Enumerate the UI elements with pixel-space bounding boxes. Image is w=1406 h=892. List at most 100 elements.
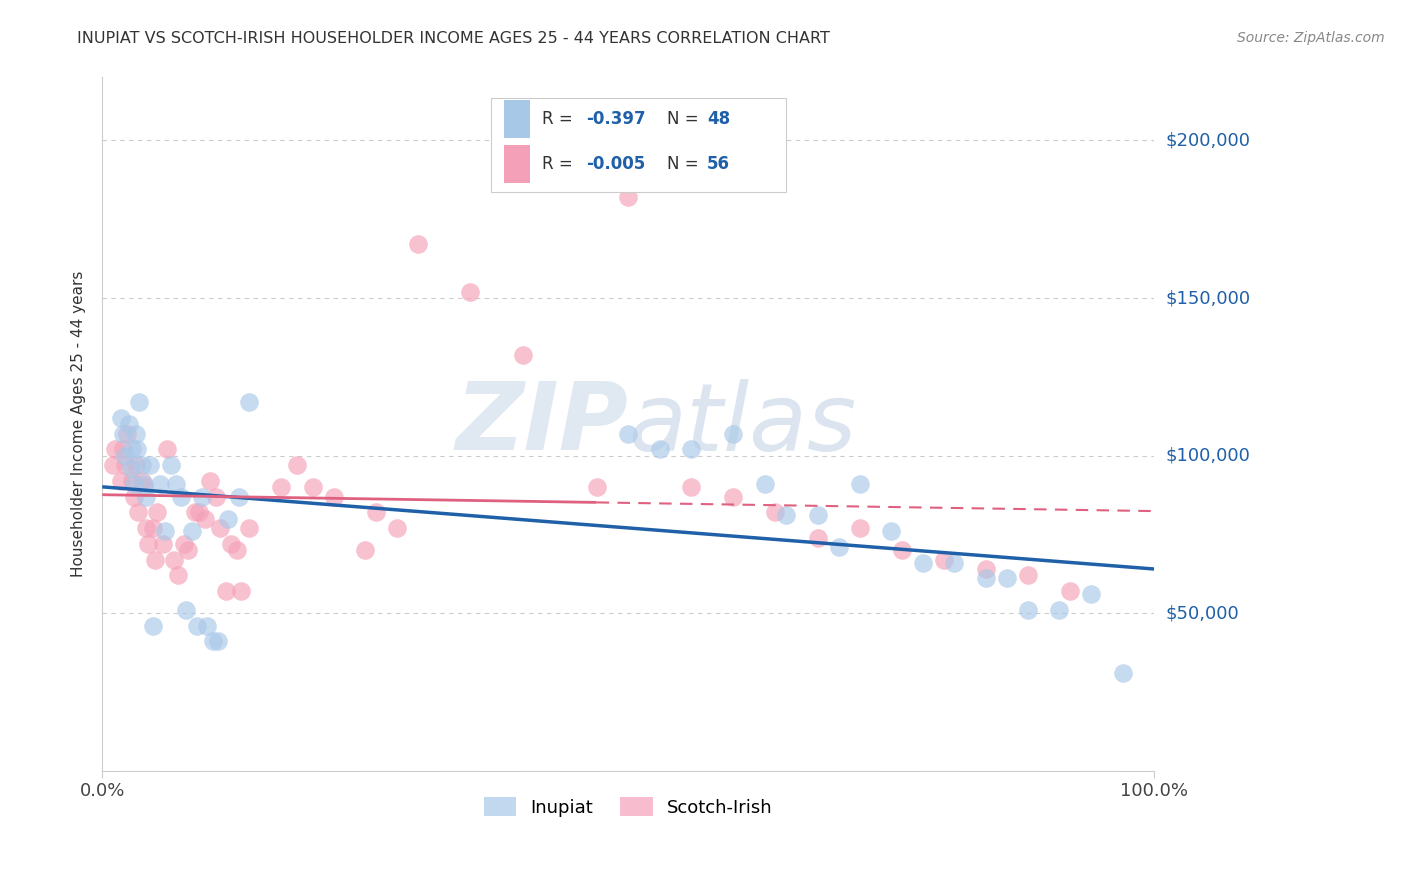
Point [177, 543, 200, 558]
Point [229, 584, 252, 599]
Point [723, 426, 745, 441]
Point [191, 490, 214, 504]
Point [617, 426, 640, 441]
Point [880, 524, 903, 539]
Point [1080, 587, 1102, 601]
Point [142, 619, 165, 633]
Point [512, 348, 534, 362]
Text: N =: N = [666, 110, 704, 128]
Point [155, 524, 177, 539]
Point [180, 524, 202, 539]
Point [110, 410, 132, 425]
Point [125, 458, 148, 472]
Point [681, 442, 703, 457]
Point [617, 190, 640, 204]
Point [364, 505, 387, 519]
Point [827, 540, 849, 554]
Point [138, 458, 160, 472]
Point [1017, 568, 1039, 582]
Point [806, 508, 828, 523]
Point [995, 572, 1018, 586]
Point [112, 426, 135, 441]
Point [754, 477, 776, 491]
Point [219, 537, 242, 551]
Point [122, 477, 145, 491]
Text: R =: R = [541, 155, 578, 173]
Point [723, 490, 745, 504]
Point [460, 285, 482, 299]
Text: INUPIAT VS SCOTCH-IRISH HOUSEHOLDER INCOME AGES 25 - 44 YEARS CORRELATION CHART: INUPIAT VS SCOTCH-IRISH HOUSEHOLDER INCO… [77, 31, 830, 46]
Point [120, 461, 142, 475]
Point [186, 619, 208, 633]
Point [112, 442, 135, 457]
Point [117, 426, 139, 441]
Point [125, 426, 148, 441]
Y-axis label: Householder Income Ages 25 - 44 years: Householder Income Ages 25 - 44 years [72, 271, 86, 577]
Point [806, 531, 828, 545]
Point [208, 521, 231, 535]
Text: -0.397: -0.397 [586, 110, 645, 128]
Point [165, 477, 187, 491]
Point [974, 572, 997, 586]
Point [217, 511, 239, 525]
Point [301, 480, 323, 494]
Text: $100,000: $100,000 [1166, 447, 1250, 465]
Point [159, 458, 181, 472]
Point [932, 552, 955, 566]
Point [1017, 603, 1039, 617]
Text: $50,000: $50,000 [1166, 604, 1239, 622]
Text: ZIP: ZIP [456, 378, 628, 470]
Point [765, 505, 787, 519]
Point [143, 552, 166, 566]
Point [1049, 603, 1071, 617]
Point [173, 537, 195, 551]
Point [125, 442, 148, 457]
Point [170, 490, 193, 504]
Point [131, 474, 153, 488]
Point [1059, 584, 1081, 599]
Point [121, 474, 143, 488]
Point [134, 477, 156, 491]
Point [198, 474, 221, 488]
FancyBboxPatch shape [505, 100, 530, 138]
Text: 56: 56 [707, 155, 730, 173]
Point [134, 480, 156, 494]
Point [238, 395, 260, 409]
Point [142, 521, 165, 535]
Point [197, 619, 219, 633]
Point [648, 442, 671, 457]
Point [131, 458, 153, 472]
Text: R =: R = [541, 110, 578, 128]
Text: atlas: atlas [628, 378, 856, 469]
Point [406, 237, 429, 252]
Point [110, 474, 132, 488]
FancyBboxPatch shape [505, 145, 530, 183]
Text: -0.005: -0.005 [586, 155, 645, 173]
Point [385, 521, 408, 535]
Point [354, 543, 377, 558]
Point [184, 505, 207, 519]
Point [848, 521, 870, 535]
Point [152, 537, 174, 551]
Point [890, 543, 912, 558]
Point [207, 634, 229, 648]
Point [215, 584, 238, 599]
Point [205, 490, 228, 504]
Point [911, 556, 934, 570]
Point [135, 521, 157, 535]
Point [127, 505, 149, 519]
Point [322, 490, 344, 504]
Point [121, 442, 143, 457]
Point [138, 537, 160, 551]
Point [681, 480, 703, 494]
Point [114, 449, 136, 463]
Point [167, 568, 190, 582]
Point [117, 417, 139, 431]
Point [238, 521, 260, 535]
Point [101, 458, 124, 472]
Text: N =: N = [666, 155, 704, 173]
Point [1111, 665, 1133, 680]
Point [104, 442, 127, 457]
Point [974, 562, 997, 576]
Point [188, 505, 211, 519]
